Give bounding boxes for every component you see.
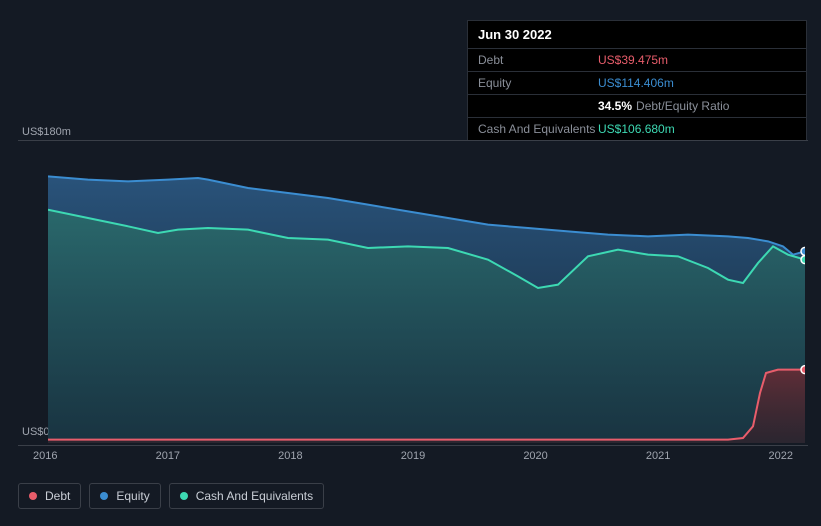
x-axis-tick: 2019	[401, 450, 425, 462]
marker-dot	[801, 366, 805, 374]
tooltip-row-value: US$106.680m	[598, 122, 675, 136]
marker-dot	[801, 256, 805, 264]
gridline-top	[18, 140, 808, 141]
y-axis-bottom-label: US$0	[22, 426, 50, 438]
x-axis-tick: 2017	[156, 450, 180, 462]
tooltip-date: Jun 30 2022	[468, 21, 806, 49]
tooltip-row-label	[478, 99, 598, 113]
legend-item-debt[interactable]: Debt	[18, 483, 81, 509]
legend-label: Cash And Equivalents	[196, 489, 313, 503]
tooltip-row-label: Equity	[478, 76, 598, 90]
tooltip-row: 34.5%Debt/Equity Ratio	[468, 95, 806, 118]
x-axis-tick: 2020	[523, 450, 547, 462]
legend: Debt Equity Cash And Equivalents	[18, 483, 324, 509]
tooltip-row-value: US$114.406m	[598, 76, 674, 90]
tooltip-row: Cash And EquivalentsUS$106.680m	[468, 118, 806, 140]
tooltip-ratio: 34.5%Debt/Equity Ratio	[598, 99, 729, 113]
legend-dot-icon	[29, 492, 37, 500]
tooltip-row-label: Debt	[478, 53, 598, 67]
x-axis: 2016 2017 2018 2019 2020 2021 2022	[18, 450, 808, 462]
legend-item-equity[interactable]: Equity	[89, 483, 160, 509]
legend-label: Equity	[116, 489, 149, 503]
legend-label: Debt	[45, 489, 70, 503]
x-axis-tick: 2022	[768, 450, 792, 462]
legend-dot-icon	[100, 492, 108, 500]
tooltip-row: EquityUS$114.406m	[468, 72, 806, 95]
tooltip-row: DebtUS$39.475m	[468, 49, 806, 72]
tooltip-row-value: US$39.475m	[598, 53, 668, 67]
x-axis-tick: 2016	[33, 450, 57, 462]
legend-item-cash-and-equivalents[interactable]: Cash And Equivalents	[169, 483, 324, 509]
tooltip-row-label: Cash And Equivalents	[478, 122, 598, 136]
area-chart	[48, 143, 805, 443]
chart-tooltip: Jun 30 2022 DebtUS$39.475mEquityUS$114.4…	[467, 20, 807, 141]
x-axis-tick: 2021	[646, 450, 670, 462]
gridline-bottom	[18, 445, 808, 446]
legend-dot-icon	[180, 492, 188, 500]
marker-dot	[801, 247, 805, 255]
y-axis-top-label: US$180m	[22, 126, 71, 138]
x-axis-tick: 2018	[278, 450, 302, 462]
